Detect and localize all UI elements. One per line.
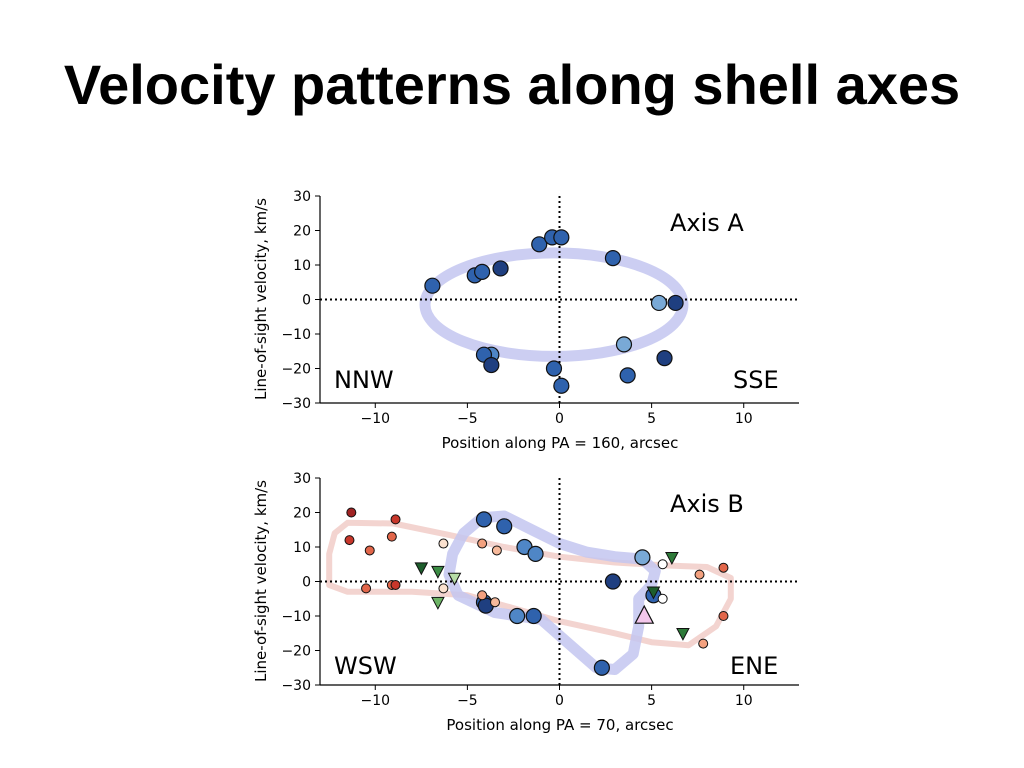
x-tick-label: 10	[735, 411, 753, 427]
y-tick-label: −30	[281, 396, 311, 412]
data-point	[657, 559, 668, 570]
data-point	[698, 638, 709, 649]
x-axis-label: Position along PA = 160, arcsec	[442, 434, 679, 452]
x-tick-label: 0	[555, 411, 564, 427]
data-point	[619, 367, 636, 384]
x-tick-label: −10	[360, 693, 390, 709]
data-point	[694, 569, 705, 580]
y-tick-label: 30	[293, 189, 311, 205]
data-point	[447, 572, 462, 586]
data-point	[390, 514, 401, 525]
data-point	[593, 659, 610, 676]
data-point	[496, 518, 513, 535]
y-tick-label: 10	[293, 258, 311, 274]
y-tick-label: −30	[281, 678, 311, 694]
y-tick-label: −10	[281, 609, 311, 625]
data-point	[531, 236, 548, 253]
shell-ellipse	[419, 247, 689, 362]
data-point	[718, 611, 729, 621]
data-point	[604, 573, 622, 590]
x-tick-label: 5	[647, 693, 656, 709]
data-point	[346, 507, 357, 518]
data-point	[490, 597, 501, 608]
data-point	[718, 562, 729, 573]
data-point	[676, 627, 690, 641]
chart-axis-b: −10 −5 0 5 10 −30 −20 −10 0 10 20 30 Axis B WSW ENE…	[252, 471, 799, 734]
x-tick-label: 10	[735, 693, 753, 709]
chart-axis-a: −10 −5 0 5 10 −30 −20 −10 0 10 20 30 Axis A NNW SSE…	[252, 189, 799, 452]
data-point	[477, 538, 488, 549]
x-axis-label: Position along PA = 70, arcsec	[446, 716, 673, 734]
y-tick-label: 0	[302, 575, 311, 591]
y-tick-label: −10	[281, 327, 311, 343]
data-point	[438, 583, 449, 594]
data-point	[657, 593, 668, 604]
annotation-axis-label: Axis B	[670, 490, 744, 518]
y-tick-label: 30	[293, 471, 311, 487]
y-axis-label: Line-of-sight velocity, km/s	[252, 198, 270, 400]
y-axis-label: Line-of-sight velocity, km/s	[252, 480, 270, 682]
annotation-left-direction: WSW	[334, 652, 397, 680]
data-point	[364, 545, 375, 556]
x-tick-label: 0	[555, 693, 564, 709]
data-point	[650, 294, 668, 312]
annotation-left-direction: NNW	[334, 366, 394, 394]
data-point	[344, 535, 355, 546]
annotation-right-direction: SSE	[733, 366, 779, 394]
data-point	[604, 249, 622, 267]
data-point	[474, 263, 491, 281]
data-point	[386, 531, 397, 542]
data-point	[491, 545, 502, 556]
data-point	[667, 294, 684, 312]
x-tick-label: 5	[647, 411, 656, 427]
data-point	[475, 511, 493, 528]
data-point	[414, 562, 429, 576]
annotation-right-direction: ENE	[730, 652, 778, 680]
data-point	[646, 586, 661, 600]
data-point	[390, 579, 401, 590]
data-point	[438, 538, 449, 549]
data-point	[634, 604, 655, 624]
data-point	[553, 229, 570, 246]
data-point	[545, 360, 563, 377]
data-point	[431, 565, 445, 579]
y-tick-label: −20	[281, 644, 311, 660]
x-tick-label: −10	[360, 411, 390, 427]
data-point	[615, 336, 633, 353]
x-tick-label: −5	[457, 411, 478, 427]
data-point	[665, 552, 679, 566]
y-tick-label: 20	[293, 506, 311, 522]
y-tick-label: 20	[293, 224, 311, 240]
data-point	[634, 549, 651, 566]
y-tick-label: −20	[281, 362, 311, 378]
x-tick-label: −5	[457, 693, 478, 709]
data-point	[509, 607, 526, 625]
slide-title: Velocity patterns along shell axes	[63, 53, 961, 116]
data-point	[361, 583, 372, 594]
data-point	[477, 590, 488, 601]
data-point	[424, 277, 441, 294]
data-point	[492, 260, 509, 277]
data-point	[483, 356, 500, 374]
data-point	[527, 545, 544, 563]
y-tick-label: 10	[293, 540, 311, 556]
annotation-axis-label: Axis A	[670, 209, 744, 237]
y-tick-label: 0	[302, 293, 311, 309]
data-point	[431, 596, 445, 610]
data-point	[553, 377, 570, 394]
data-point	[525, 607, 542, 625]
data-point	[656, 350, 673, 367]
